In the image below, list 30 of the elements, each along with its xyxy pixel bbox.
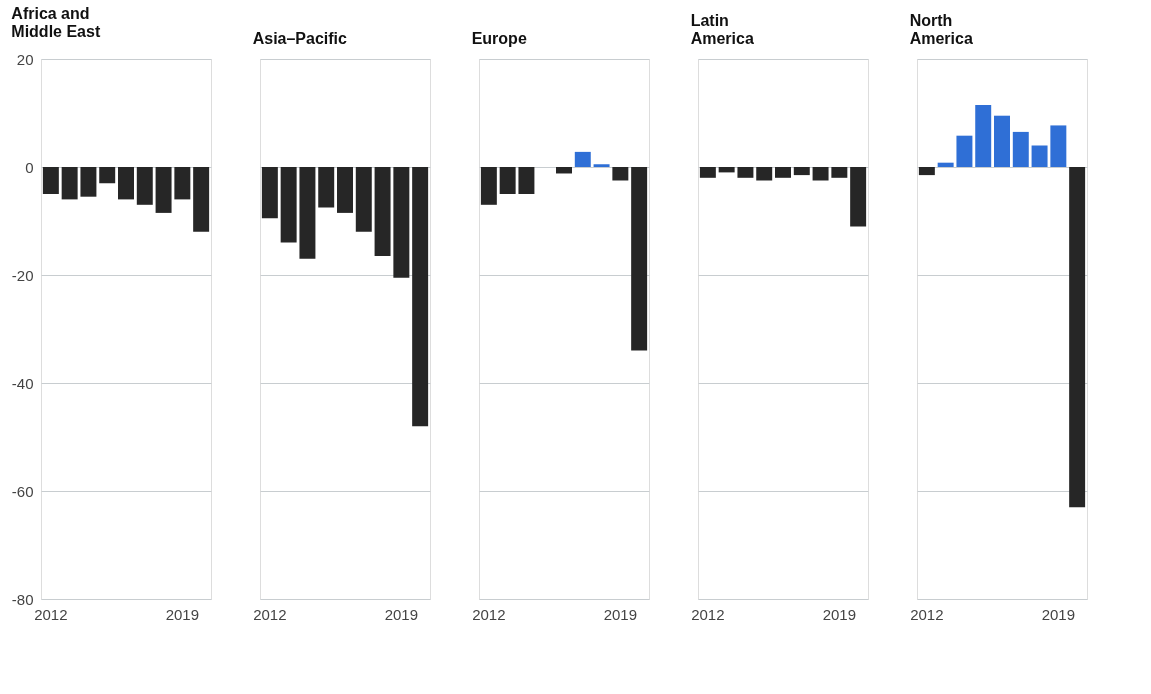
chart-title: Asia–Pacific xyxy=(252,30,348,47)
y-tick-label: 0 xyxy=(25,158,34,176)
x-tick-label: 2012 xyxy=(691,605,725,623)
chart-title: Africa and Middle East xyxy=(11,5,101,40)
x-tick-label: 2012 xyxy=(34,605,68,623)
chart-title: North America xyxy=(909,12,973,47)
x-tick-label: 2019 xyxy=(384,605,419,623)
bar xyxy=(975,104,992,167)
x-tick-label: 2019 xyxy=(822,605,857,623)
x-tick-label: 2012 xyxy=(253,605,287,623)
chart-title: Europe xyxy=(471,30,527,47)
bar xyxy=(937,162,954,167)
bar xyxy=(1069,167,1086,508)
x-tick-label: 2019 xyxy=(1041,605,1076,623)
bar xyxy=(1012,131,1029,167)
chart-title: Latin America xyxy=(690,12,754,47)
bar xyxy=(994,115,1010,167)
bar xyxy=(1050,125,1067,167)
y-tick-label: 20 xyxy=(16,50,34,68)
y-tick-label: -20 xyxy=(11,266,34,284)
x-tick-label: 2019 xyxy=(603,605,638,623)
x-tick-label: 2019 xyxy=(165,605,200,623)
y-tick-label: -80 xyxy=(11,590,34,608)
bar xyxy=(1031,145,1048,167)
y-tick-label: -60 xyxy=(11,482,34,500)
y-tick-label: -40 xyxy=(11,374,34,392)
x-tick-label: 2012 xyxy=(472,605,506,623)
bar xyxy=(956,135,973,167)
bar xyxy=(918,167,935,176)
x-tick-label: 2012 xyxy=(910,605,944,623)
